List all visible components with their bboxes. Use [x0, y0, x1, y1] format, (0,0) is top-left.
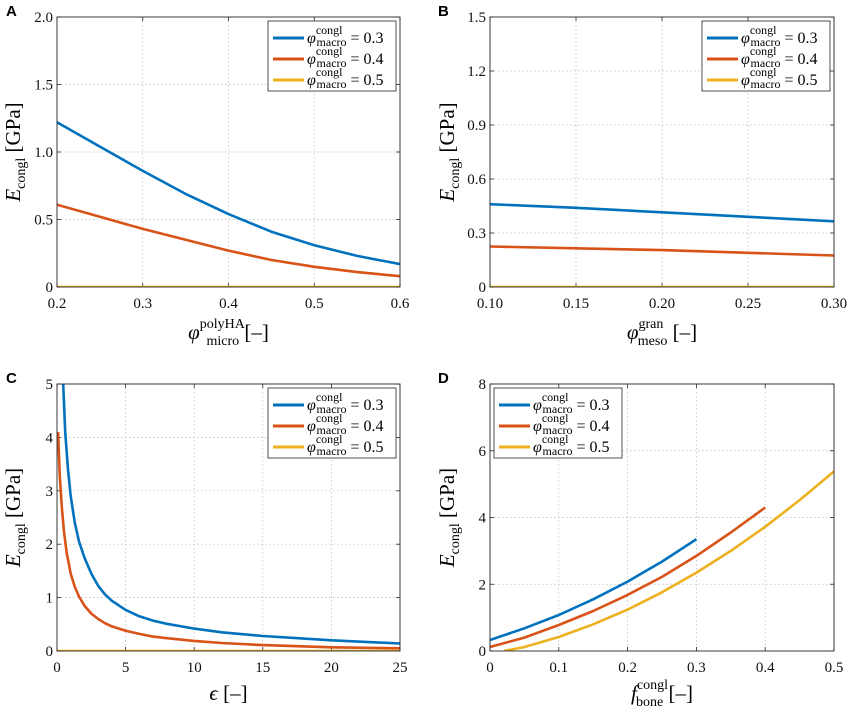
y-tick-label: 3 [46, 484, 54, 500]
legend-label-3: φcongl macro = 0.5 [741, 65, 818, 91]
series-line-2 [57, 432, 400, 650]
series-line-1 [61, 384, 400, 645]
series-line-2 [57, 203, 400, 278]
panel-letter: D [438, 370, 449, 387]
panel-a: A 0.2 0.3 0.4 0.5 0.6 0 0.5 1.0 1.5 2.0 φcongl macro… [1, 3, 410, 349]
series-line-1 [490, 538, 698, 642]
legend-label-1: φcongl macro = 0.3 [741, 23, 818, 49]
y-tick-label: 1.2 [467, 64, 486, 80]
legend-label-2: φcongl macro = 0.4 [307, 411, 384, 437]
y-tick-label: 1.5 [467, 10, 486, 26]
y-axis-label: Econgl [GPa] [1, 102, 29, 202]
y-tick-label: 0.3 [467, 226, 486, 242]
y-tick-label: 2.0 [34, 10, 53, 26]
y-tick-label: 4 [46, 430, 54, 446]
x-tick-label: 0.5 [825, 660, 844, 676]
y-tick-label: 4 [479, 511, 487, 527]
axes-frame [489, 383, 835, 652]
y-tick-label: 0.9 [467, 118, 486, 134]
x-tick-label: 0.2 [618, 660, 637, 676]
x-tick-label: 0.6 [391, 296, 410, 312]
x-tick-label: 10 [187, 660, 202, 676]
y-tick-label: 0.5 [34, 213, 53, 229]
panel-letter: C [6, 370, 17, 387]
y-axis-label: Econgl [GPa] [1, 468, 29, 568]
panel-b: B 0.10 0.15 0.20 0.25 0.30 0 0.3 0.6 0.9 1.2 1.5 φco… [435, 3, 847, 349]
series-line-2 [490, 506, 766, 649]
y-tick-label: 5 [46, 377, 54, 393]
x-tick-label: 0.10 [477, 296, 503, 312]
x-tick-label: 0.3 [133, 296, 152, 312]
y-tick-label: 8 [479, 377, 487, 393]
x-tick-label: 0.20 [649, 296, 675, 312]
legend-label-1: φcongl macro = 0.3 [307, 390, 384, 416]
x-tick-label: 15 [255, 660, 270, 676]
y-axis-label: Econgl [GPa] [435, 468, 463, 568]
x-tick-label: 0.25 [735, 296, 761, 312]
y-tick-label: 0 [46, 280, 54, 296]
x-tick-label: 0.2 [48, 296, 67, 312]
y-tick-label: 0 [479, 280, 487, 296]
series-line-1 [57, 121, 400, 266]
series-line-1 [490, 202, 834, 223]
x-tick-label: 0 [486, 660, 494, 676]
x-tick-label: 0.30 [821, 296, 847, 312]
y-tick-label: 2 [479, 577, 487, 593]
series-group [57, 384, 400, 651]
x-tick-label: 0 [53, 660, 61, 676]
x-tick-label: 25 [393, 660, 408, 676]
legend-box [267, 387, 397, 459]
y-tick-label: 1.5 [34, 78, 53, 94]
series-group [57, 121, 400, 287]
axes-frame [56, 16, 401, 288]
legend-label-3: φcongl macro = 0.5 [307, 65, 384, 91]
x-tick-label: 0.4 [756, 660, 775, 676]
legend-label-1: φcongl macro = 0.3 [533, 390, 610, 416]
panel-letter: A [6, 3, 17, 20]
x-tick-label: 0.3 [687, 660, 706, 676]
x-axis-label: φgran meso [–] [627, 317, 697, 349]
series-line-3 [503, 470, 834, 651]
x-axis-label: φpolyHA micro [–] [188, 317, 269, 349]
x-tick-label: 20 [324, 660, 339, 676]
y-tick-label: 1.0 [34, 145, 53, 161]
series-line-2 [490, 245, 834, 257]
x-axis-label: ϵ [–] [209, 681, 247, 705]
y-tick-label: 0 [479, 644, 487, 660]
series-group [490, 202, 834, 287]
legend-label-3: φcongl macro = 0.5 [533, 432, 610, 458]
legend-label-1: φcongl macro = 0.3 [307, 23, 384, 49]
x-tick-label: 0.5 [305, 296, 324, 312]
legend-label-3: φcongl macro = 0.5 [307, 432, 384, 458]
y-tick-label: 6 [479, 444, 487, 460]
y-tick-label: 0 [46, 644, 54, 660]
y-tick-label: 0.6 [467, 172, 486, 188]
legend-label-2: φcongl macro = 0.4 [741, 44, 818, 70]
x-tick-label: 5 [122, 660, 130, 676]
legend-label-2: φcongl macro = 0.4 [533, 411, 610, 437]
y-tick-label: 2 [46, 537, 54, 553]
axes-frame [489, 16, 835, 288]
series-group [490, 470, 834, 651]
legend-label-2: φcongl macro = 0.4 [307, 44, 384, 70]
x-tick-label: 0.4 [219, 296, 238, 312]
x-tick-label: 0.1 [549, 660, 568, 676]
y-axis-label: Econgl [GPa] [435, 102, 463, 202]
axes-frame [56, 383, 401, 652]
panel-letter: B [438, 3, 449, 20]
y-tick-label: 1 [46, 591, 54, 607]
x-tick-label: 0.15 [563, 296, 589, 312]
x-axis-label: fcongl bone [–] [631, 678, 693, 710]
